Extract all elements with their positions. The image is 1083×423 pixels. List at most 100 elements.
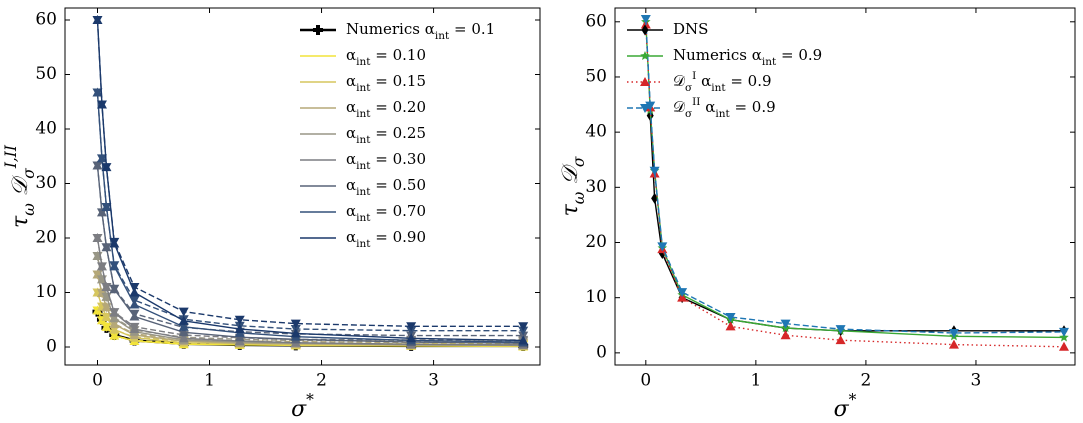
legend-label: αint = 0.15 bbox=[346, 72, 426, 94]
legend-label: Numerics αint = 0.9 bbox=[673, 46, 822, 68]
text-part: = 0.15 bbox=[370, 72, 426, 90]
legend-label: αint = 0.90 bbox=[346, 228, 426, 250]
data-point bbox=[1058, 341, 1069, 351]
text-part: int bbox=[356, 160, 371, 172]
x-tick-label: 1 bbox=[204, 371, 215, 391]
text-part: II bbox=[692, 96, 700, 108]
text-part: σ bbox=[834, 397, 850, 422]
text-part: α bbox=[752, 46, 762, 64]
text-part: ω bbox=[20, 203, 38, 216]
data-point bbox=[178, 315, 189, 325]
text-part: Numerics bbox=[346, 20, 425, 38]
text-part: τ bbox=[558, 203, 583, 216]
data-point bbox=[129, 322, 140, 332]
data-point bbox=[234, 324, 245, 334]
plot-frame bbox=[614, 7, 1076, 366]
data-point bbox=[109, 284, 120, 294]
data-point bbox=[290, 328, 301, 338]
text-part: α bbox=[346, 72, 356, 90]
text-part: α bbox=[346, 46, 356, 64]
x-tick-label: 0 bbox=[640, 371, 651, 391]
legend-label: αint = 0.30 bbox=[346, 150, 426, 172]
data-point bbox=[96, 154, 107, 164]
y-axis-label: τω 𝒟σI,II bbox=[2, 144, 38, 228]
text-part: α bbox=[700, 98, 715, 116]
legend-marker bbox=[640, 51, 650, 61]
text-part: int bbox=[356, 82, 371, 94]
series-line bbox=[96, 19, 524, 328]
data-point bbox=[948, 339, 959, 349]
y-tick-label: 30 bbox=[35, 173, 57, 193]
data-point bbox=[677, 288, 688, 298]
data-point bbox=[92, 15, 103, 25]
data-point bbox=[92, 88, 103, 98]
data-point bbox=[92, 161, 103, 171]
data-point bbox=[129, 309, 140, 319]
data-point bbox=[406, 333, 417, 343]
series-line bbox=[96, 255, 524, 342]
y-axis-label: τω 𝒟σ bbox=[558, 156, 588, 216]
data-point bbox=[109, 261, 120, 271]
text-part: ω bbox=[570, 191, 588, 204]
y-tick-label: 40 bbox=[585, 122, 607, 142]
text-part: = 0.30 bbox=[370, 150, 426, 168]
text-part: σ bbox=[20, 168, 38, 179]
legend-marker bbox=[641, 24, 649, 36]
text-part: int bbox=[356, 56, 371, 68]
text-part: 𝒟 bbox=[673, 72, 685, 90]
text-part: α bbox=[346, 150, 356, 168]
data-point bbox=[109, 331, 120, 341]
y-tick-label: 10 bbox=[35, 282, 57, 302]
text-part: 𝒟 bbox=[8, 174, 33, 203]
legend-marker bbox=[640, 77, 650, 86]
text-part: * bbox=[849, 391, 857, 409]
text-part: = 0.90 bbox=[370, 228, 426, 246]
text-part: = 0.20 bbox=[370, 98, 426, 116]
data-point bbox=[101, 322, 112, 332]
y-tick-label: 10 bbox=[585, 287, 607, 307]
text-part: σ bbox=[685, 82, 692, 94]
legend-marker bbox=[640, 104, 650, 113]
legend-label: 𝒟σI αint = 0.9 bbox=[673, 70, 772, 94]
data-point bbox=[835, 335, 846, 345]
text-part: σ bbox=[570, 156, 588, 167]
text-part: α bbox=[696, 72, 711, 90]
y-tick-label: 20 bbox=[35, 228, 57, 248]
legend-marker bbox=[313, 25, 323, 35]
series-line bbox=[96, 237, 524, 341]
y-tick-label: 50 bbox=[35, 64, 57, 84]
y-tick-label: 0 bbox=[46, 337, 57, 357]
series-line bbox=[645, 18, 1065, 334]
y-tick-label: 0 bbox=[596, 342, 607, 362]
legend-label: DNS bbox=[673, 20, 708, 38]
text-part: 𝒟 bbox=[558, 163, 583, 192]
series-line bbox=[96, 274, 524, 344]
data-point bbox=[96, 262, 107, 272]
text-part: int bbox=[711, 82, 726, 94]
data-point bbox=[129, 296, 140, 306]
text-part: α bbox=[346, 228, 356, 246]
text-part: = 0.9 bbox=[776, 46, 822, 64]
text-part: int bbox=[762, 56, 777, 68]
text-part: int bbox=[356, 108, 371, 120]
text-part: α bbox=[346, 124, 356, 142]
text-part: int bbox=[715, 108, 730, 120]
x-axis-label: σ* bbox=[291, 391, 314, 422]
data-point bbox=[101, 313, 112, 323]
x-tick-label: 2 bbox=[316, 371, 327, 391]
text-part: * bbox=[306, 391, 314, 409]
data-point bbox=[677, 292, 688, 302]
text-part: = 0.50 bbox=[370, 176, 426, 194]
data-point bbox=[948, 328, 959, 338]
data-point bbox=[1059, 332, 1069, 342]
data-point bbox=[92, 234, 103, 244]
data-point bbox=[518, 335, 529, 345]
x-axis-label: σ* bbox=[834, 391, 857, 422]
series-line bbox=[96, 19, 524, 342]
y-tick-label: 50 bbox=[585, 66, 607, 86]
series-line bbox=[649, 115, 1064, 332]
series-line bbox=[96, 92, 524, 332]
